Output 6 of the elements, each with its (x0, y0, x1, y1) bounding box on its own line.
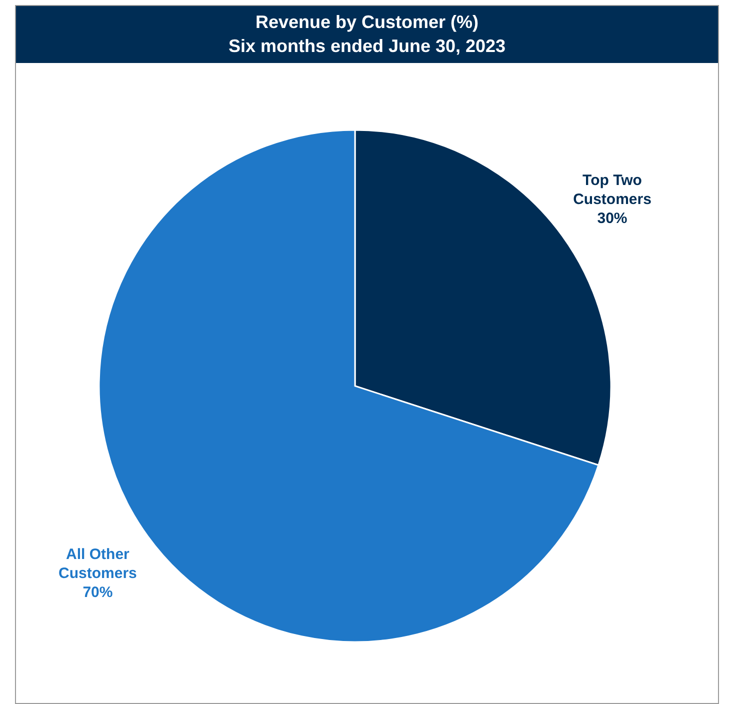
chart-title: Revenue by Customer (%) (254, 11, 480, 34)
slice-label: All Other Customers (58, 545, 137, 582)
data-label: 70% (82, 583, 113, 600)
data-label: 30% (597, 210, 628, 227)
slice-label: Top Two Customers (573, 172, 652, 208)
chart-subtitle: Six months ended June 30, 2023 (227, 35, 507, 58)
